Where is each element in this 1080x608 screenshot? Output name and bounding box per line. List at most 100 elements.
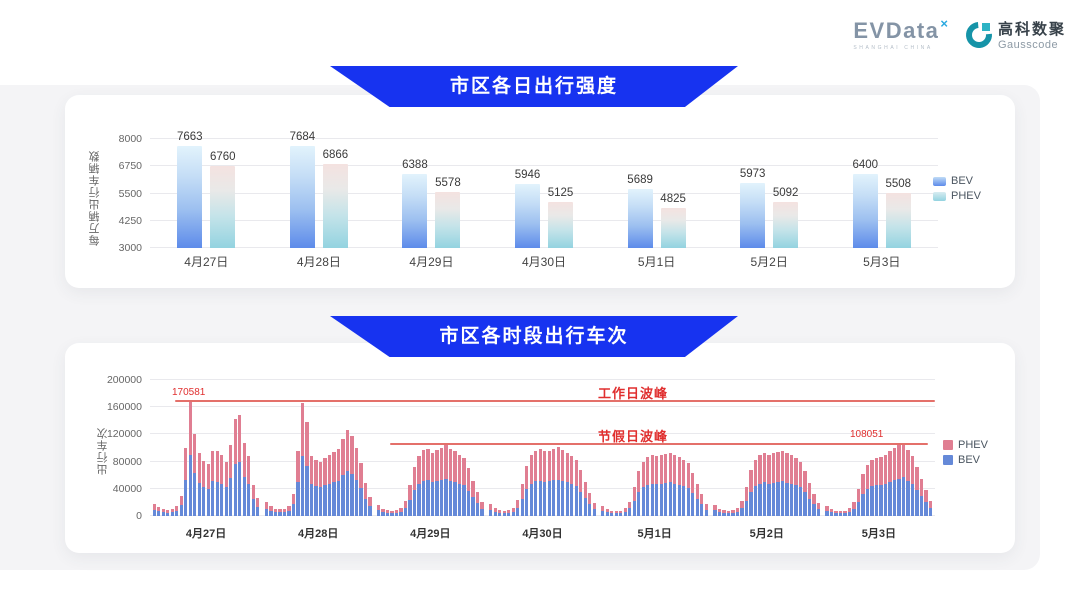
hourly-stacked-bar[interactable]: [888, 451, 892, 516]
hourly-stacked-bar[interactable]: [605, 508, 609, 516]
hourly-stacked-bar[interactable]: [767, 454, 771, 516]
hourly-stacked-bar[interactable]: [650, 454, 654, 516]
hourly-stacked-bar[interactable]: [457, 454, 462, 516]
hourly-stacked-bar[interactable]: [789, 455, 794, 516]
hourly-stacked-bar[interactable]: [152, 503, 156, 516]
hourly-stacked-bar[interactable]: [682, 459, 686, 516]
hourly-stacked-bar[interactable]: [224, 461, 228, 516]
hourly-stacked-bar[interactable]: [426, 448, 430, 516]
hourly-stacked-bar[interactable]: [632, 487, 636, 516]
hourly-stacked-bar[interactable]: [376, 505, 381, 516]
bev-bar[interactable]: [177, 146, 203, 248]
hourly-stacked-bar[interactable]: [480, 502, 484, 516]
hourly-stacked-bar[interactable]: [448, 449, 453, 516]
hourly-stacked-bar[interactable]: [278, 509, 282, 516]
phev-bar[interactable]: [548, 201, 574, 248]
hourly-stacked-bar[interactable]: [215, 451, 219, 516]
hourly-stacked-bar[interactable]: [408, 485, 412, 516]
hourly-stacked-bar[interactable]: [421, 450, 426, 516]
hourly-stacked-bar[interactable]: [327, 454, 331, 516]
hourly-stacked-bar[interactable]: [287, 505, 291, 516]
hourly-stacked-bar[interactable]: [318, 461, 322, 516]
hourly-stacked-bar[interactable]: [762, 452, 767, 516]
hourly-stacked-bar[interactable]: [332, 452, 336, 516]
hourly-stacked-bar[interactable]: [753, 459, 758, 516]
hourly-stacked-bar[interactable]: [865, 465, 870, 516]
legend-item-bev[interactable]: BEV: [933, 175, 981, 187]
hourly-stacked-bar[interactable]: [874, 458, 879, 516]
hourly-stacked-bar[interactable]: [731, 510, 735, 516]
hourly-stacked-bar[interactable]: [700, 494, 704, 516]
hourly-stacked-bar[interactable]: [273, 508, 277, 516]
hourly-stacked-bar[interactable]: [588, 492, 592, 516]
hourly-stacked-bar[interactable]: [453, 451, 457, 516]
hourly-stacked-bar[interactable]: [538, 449, 542, 516]
hourly-stacked-bar[interactable]: [570, 456, 574, 516]
hourly-stacked-bar[interactable]: [919, 478, 924, 516]
hourly-stacked-bar[interactable]: [296, 451, 300, 516]
hourly-stacked-bar[interactable]: [834, 510, 838, 516]
hourly-stacked-bar[interactable]: [695, 484, 699, 516]
hourly-stacked-bar[interactable]: [220, 454, 224, 516]
hourly-stacked-bar[interactable]: [498, 509, 502, 516]
hourly-stacked-bar[interactable]: [901, 442, 906, 516]
hourly-stacked-bar[interactable]: [592, 503, 596, 516]
hourly-stacked-bar[interactable]: [471, 480, 475, 516]
hourly-stacked-bar[interactable]: [435, 450, 439, 516]
hourly-stacked-bar[interactable]: [336, 449, 340, 516]
hourly-stacked-bar[interactable]: [852, 502, 856, 516]
hourly-stacked-bar[interactable]: [659, 455, 663, 516]
bev-bar[interactable]: [627, 189, 653, 248]
hourly-stacked-bar[interactable]: [610, 510, 614, 516]
bev-bar[interactable]: [289, 145, 315, 248]
hourly-stacked-bar[interactable]: [614, 511, 618, 516]
hourly-stacked-bar[interactable]: [363, 483, 367, 516]
hourly-stacked-bar[interactable]: [744, 486, 749, 516]
hourly-stacked-bar[interactable]: [197, 453, 201, 516]
hourly-stacked-bar[interactable]: [399, 507, 403, 516]
hourly-stacked-bar[interactable]: [403, 501, 408, 516]
hourly-stacked-bar[interactable]: [188, 400, 192, 516]
legend-item-phev[interactable]: PHEV: [943, 439, 988, 451]
hourly-stacked-bar[interactable]: [341, 439, 345, 516]
legend-item-bev[interactable]: BEV: [943, 454, 988, 466]
hourly-stacked-bar[interactable]: [838, 511, 843, 516]
hourly-stacked-bar[interactable]: [229, 444, 233, 516]
hourly-stacked-bar[interactable]: [798, 461, 803, 516]
hourly-stacked-bar[interactable]: [291, 494, 295, 516]
hourly-stacked-bar[interactable]: [323, 457, 327, 516]
hourly-stacked-bar[interactable]: [412, 467, 417, 516]
hourly-stacked-bar[interactable]: [825, 506, 829, 516]
hourly-stacked-bar[interactable]: [883, 454, 888, 516]
hourly-stacked-bar[interactable]: [444, 445, 448, 516]
hourly-stacked-bar[interactable]: [856, 488, 861, 516]
hourly-stacked-bar[interactable]: [677, 456, 681, 516]
hourly-stacked-bar[interactable]: [910, 456, 915, 516]
hourly-stacked-bar[interactable]: [502, 510, 506, 516]
hourly-stacked-bar[interactable]: [493, 507, 497, 516]
hourly-stacked-bar[interactable]: [462, 458, 466, 516]
hourly-stacked-bar[interactable]: [305, 421, 309, 516]
hourly-stacked-bar[interactable]: [771, 453, 776, 516]
hourly-stacked-bar[interactable]: [161, 508, 165, 516]
hourly-stacked-bar[interactable]: [256, 498, 260, 516]
hourly-stacked-bar[interactable]: [206, 464, 210, 516]
hourly-stacked-bar[interactable]: [713, 505, 717, 516]
hourly-stacked-bar[interactable]: [394, 510, 399, 516]
hourly-stacked-bar[interactable]: [722, 510, 726, 516]
hourly-stacked-bar[interactable]: [556, 447, 560, 516]
hourly-stacked-bar[interactable]: [354, 448, 358, 516]
hourly-stacked-bar[interactable]: [619, 510, 623, 516]
hourly-stacked-bar[interactable]: [529, 454, 533, 516]
hourly-stacked-bar[interactable]: [381, 508, 385, 516]
hourly-stacked-bar[interactable]: [475, 492, 480, 516]
hourly-stacked-bar[interactable]: [565, 452, 569, 516]
hourly-stacked-bar[interactable]: [691, 472, 695, 516]
hourly-stacked-bar[interactable]: [543, 451, 547, 516]
hourly-stacked-bar[interactable]: [664, 454, 668, 516]
hourly-stacked-bar[interactable]: [282, 508, 286, 516]
hourly-stacked-bar[interactable]: [785, 453, 789, 516]
hourly-stacked-bar[interactable]: [211, 450, 215, 516]
hourly-stacked-bar[interactable]: [897, 445, 901, 516]
phev-bar[interactable]: [210, 166, 236, 248]
